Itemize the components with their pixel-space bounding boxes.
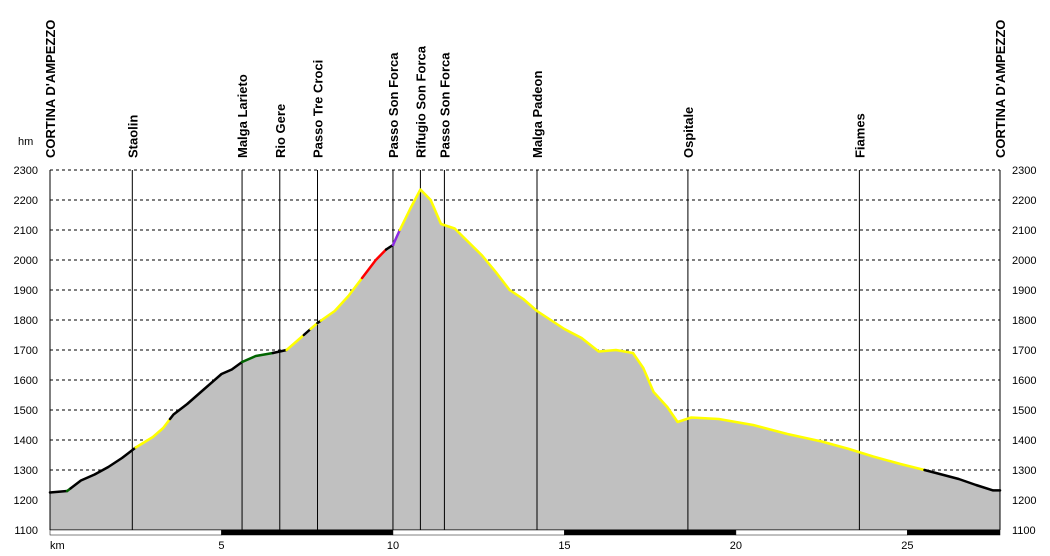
y-tick-left-2000: 2000 — [14, 255, 38, 267]
y-tick-left-1800: 1800 — [14, 315, 38, 327]
km-scale-block-10 — [392, 529, 565, 536]
x-tick-15: 15 — [558, 540, 570, 552]
profile-line-layer — [48, 188, 1002, 494]
km-scale-block-0 — [49, 529, 222, 536]
y-tick-left-1500: 1500 — [14, 405, 38, 417]
y-tick-left-2100: 2100 — [14, 225, 38, 237]
waypoint-label-3: Rio Gere — [273, 104, 288, 158]
waypoint-label-5: Passo Son Forca — [386, 52, 401, 158]
y-tick-right-1200: 1200 — [1012, 495, 1036, 507]
km-scale-block-25 — [907, 529, 1001, 536]
y-tick-left-1900: 1900 — [14, 285, 38, 297]
y-tick-right-1800: 1800 — [1012, 315, 1036, 327]
profile-segment-14-purple — [391, 228, 402, 247]
profile-segment-11-yellow — [319, 276, 364, 322]
waypoint-label-7: Passo Son Forca — [437, 52, 452, 158]
label-layer: 1100 1100 1200 1200 1300 1300 1400 1400 1500 1500… — [14, 20, 1037, 552]
y-tick-right-1100: 1100 — [1012, 525, 1036, 537]
waypoint-label-6: Rifugio Son Forca — [413, 45, 428, 158]
waypoint-label-10: Fiames — [852, 113, 867, 158]
y-tick-right-2200: 2200 — [1012, 195, 1036, 207]
profile-area-fill — [50, 189, 1000, 530]
y-tick-left-1300: 1300 — [14, 465, 38, 477]
x-tick-5: 5 — [218, 540, 224, 552]
y-tick-left-1700: 1700 — [14, 345, 38, 357]
y-axis-label: hm — [18, 136, 33, 148]
profile-segment-0-black — [48, 489, 69, 494]
profile-segment-8-black — [302, 327, 312, 337]
profile-segment-16-black — [923, 468, 1002, 492]
profile-segment-3-yellow — [134, 417, 172, 449]
y-tick-right-1900: 1900 — [1012, 285, 1036, 297]
y-tick-right-1600: 1600 — [1012, 375, 1036, 387]
y-tick-left-2300: 2300 — [14, 165, 38, 177]
y-tick-left-2200: 2200 — [14, 195, 38, 207]
axis-layer — [49, 170, 1001, 536]
x-tick-20: 20 — [730, 540, 742, 552]
profile-segment-12-red — [360, 248, 388, 280]
y-tick-right-1300: 1300 — [1012, 465, 1036, 477]
km-scale-block-15 — [564, 529, 737, 536]
x-tick-10: 10 — [387, 540, 399, 552]
profile-segment-6-black — [271, 348, 288, 355]
y-tick-right-2000: 2000 — [1012, 255, 1036, 267]
y-tick-right-2300: 2300 — [1012, 165, 1036, 177]
waypoint-label-1: Staolin — [125, 115, 140, 158]
y-tick-right-2100: 2100 — [1012, 225, 1036, 237]
y-tick-right-1500: 1500 — [1012, 405, 1036, 417]
profile-segment-9-yellow — [309, 321, 319, 331]
y-tick-left-1600: 1600 — [14, 375, 38, 387]
x-tick-25: 25 — [901, 540, 913, 552]
waypoint-label-2: Malga Larieto — [235, 74, 250, 158]
y-tick-left-1400: 1400 — [14, 435, 38, 447]
km-scale-block-5 — [221, 529, 394, 536]
profile-segment-15-yellow — [398, 188, 926, 472]
profile-segment-13-black — [384, 243, 395, 251]
y-tick-left-1100: 1100 — [14, 525, 38, 537]
waypoint-label-9: Ospitale — [681, 107, 696, 158]
waypoint-label-0: CORTINA D'AMPEZZO — [43, 20, 58, 158]
waypoint-label-11: CORTINA D'AMPEZZO — [993, 20, 1008, 158]
km-scale-block-20 — [735, 529, 908, 536]
y-tick-right-1400: 1400 — [1012, 435, 1036, 447]
x-axis-label: km — [50, 540, 65, 552]
y-tick-right-1700: 1700 — [1012, 345, 1036, 357]
profile-segment-4-black — [168, 360, 244, 421]
profile-segment-7-yellow — [285, 333, 306, 352]
profile-segment-2-black — [69, 446, 137, 490]
waypoint-label-8: Malga Padeon — [530, 71, 545, 158]
profile-segment-5-green — [240, 351, 275, 364]
y-tick-left-1200: 1200 — [14, 495, 38, 507]
waypoint-label-4: Passo Tre Croci — [311, 60, 326, 158]
